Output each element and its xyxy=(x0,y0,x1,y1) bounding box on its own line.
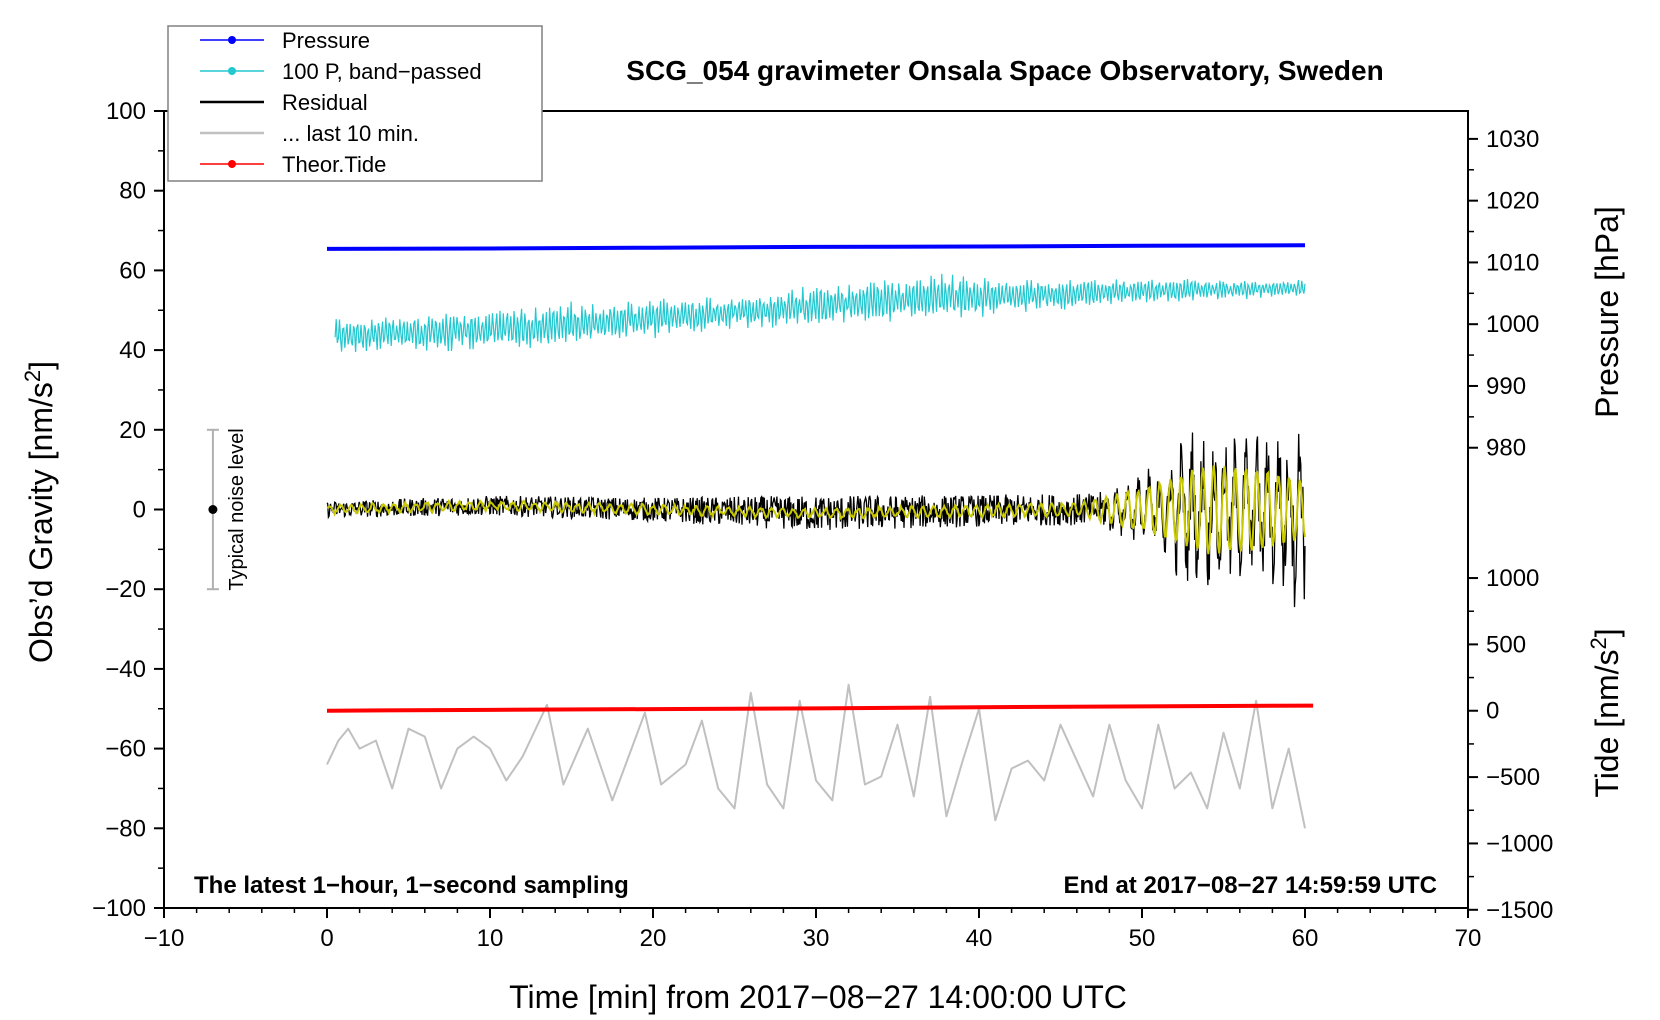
legend-label: 100 P, band−passed xyxy=(282,59,482,84)
legend-label: Residual xyxy=(282,90,368,115)
y-axis-title-left-end: ] xyxy=(23,361,59,370)
x-tick-label: 0 xyxy=(320,925,333,952)
x-tick-label: −10 xyxy=(144,925,185,952)
pressure-tick-label: 1000 xyxy=(1486,311,1539,338)
tide-tick-label: −1000 xyxy=(1486,830,1553,857)
noise-level-label: Typical noise level xyxy=(226,428,248,590)
x-tick-label: 50 xyxy=(1129,925,1156,952)
x-tick-label: 40 xyxy=(966,925,993,952)
pressure-tick-label: 1020 xyxy=(1486,188,1539,215)
x-axis-title: Time [min] from 2017−08−27 14:00:00 UTC xyxy=(509,979,1127,1015)
legend-marker xyxy=(228,160,236,168)
y-tick-label: 100 xyxy=(106,98,146,125)
x-tick-label: 60 xyxy=(1292,925,1319,952)
y-axis-title-left-sup: 2 xyxy=(20,370,45,382)
x-tick-label: 20 xyxy=(640,925,667,952)
tide-tick-label: −500 xyxy=(1486,764,1540,791)
legend-label: ... last 10 min. xyxy=(282,121,419,146)
y-tick-label: 20 xyxy=(119,417,146,444)
pressure-tick-label: 980 xyxy=(1486,435,1526,462)
legend-marker xyxy=(228,36,236,44)
pressure-tick-label: 1010 xyxy=(1486,249,1539,276)
series-smoothed-residual xyxy=(326,465,1306,555)
y-tick-label: −60 xyxy=(105,736,146,763)
y-axis-title-left: Obs’d Gravity [nm/s2] xyxy=(20,361,59,663)
tide-tick-label: −1500 xyxy=(1486,897,1553,924)
pressure-tick-label: 990 xyxy=(1486,373,1526,400)
series-layer xyxy=(326,243,1314,829)
legend-box xyxy=(167,25,543,182)
y-axis-title-tide-main: Tide [nm/s xyxy=(1589,649,1625,797)
tide-tick-label: 0 xyxy=(1486,698,1499,725)
tide-tick-label: 500 xyxy=(1486,631,1526,658)
legend: Pressure 100 P, band−passed Residual ... la… xyxy=(167,25,543,182)
legend-label: Pressure xyxy=(282,28,370,53)
noise-level-marker xyxy=(206,428,219,591)
noise-bar-center-dot xyxy=(208,505,218,514)
y-tick-label: −100 xyxy=(92,895,146,922)
legend-label: Theor.Tide xyxy=(282,152,386,177)
y-tick-label: 40 xyxy=(119,337,146,364)
chart-title: SCG_054 gravimeter Onsala Space Observat… xyxy=(626,55,1383,86)
x-tick-label: 70 xyxy=(1455,925,1482,952)
y-tick-label: −80 xyxy=(105,815,146,842)
y-axis-title-left-main: Obs’d Gravity [nm/s xyxy=(23,382,59,663)
tick-layer: −10 0 10 20 30 40 50 60 70100806040200−20−40−60−… xyxy=(92,98,1553,952)
series-last-10-min xyxy=(326,683,1306,829)
y-axis-title-tide-end: ] xyxy=(1589,628,1625,637)
y-axis-title-pressure: Pressure [hPa] xyxy=(1589,206,1625,418)
tide-tick-label: 1000 xyxy=(1486,565,1539,592)
y-tick-label: 60 xyxy=(119,257,146,284)
x-tick-label: 10 xyxy=(477,925,504,952)
y-tick-label: 0 xyxy=(133,497,146,524)
series-theor-tide xyxy=(326,703,1314,713)
y-axis-title-tide-sup: 2 xyxy=(1586,637,1611,649)
annotation-end-time: End at 2017−08−27 14:59:59 UTC xyxy=(1063,872,1437,899)
series-pressure xyxy=(326,243,1306,251)
y-axis-title-tide: Tide [nm/s2] xyxy=(1586,628,1625,797)
y-tick-label: 80 xyxy=(119,178,146,205)
annotation-sampling: The latest 1−hour, 1−second sampling xyxy=(194,872,629,899)
x-tick-label: 30 xyxy=(803,925,830,952)
pressure-tick-label: 1030 xyxy=(1486,126,1539,153)
y-tick-label: −40 xyxy=(105,656,146,683)
y-tick-label: −20 xyxy=(105,576,146,603)
series-band-passed xyxy=(334,273,1306,353)
legend-marker xyxy=(228,67,236,75)
